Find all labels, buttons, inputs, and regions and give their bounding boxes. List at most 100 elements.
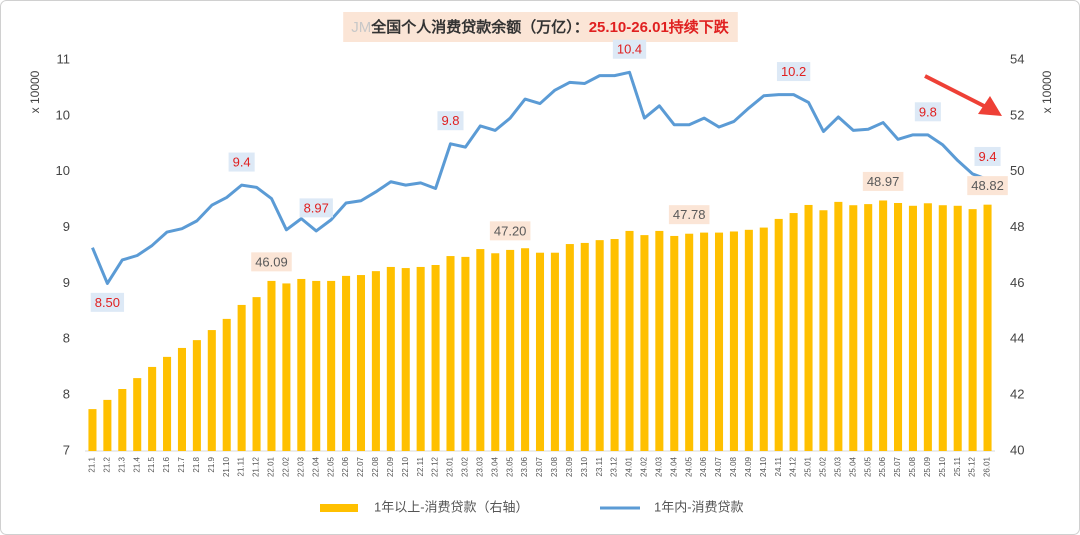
- x-tick-label: 22.01: [267, 456, 276, 477]
- bar: [670, 235, 679, 451]
- data-label-text: 9.4: [979, 149, 997, 164]
- bar: [804, 204, 813, 451]
- bar: [774, 218, 783, 451]
- data-label-box: [489, 221, 531, 241]
- bar: [923, 203, 932, 451]
- y2-tick-label: 48: [1010, 219, 1024, 234]
- data-label: 46.09: [251, 252, 292, 272]
- x-tick-label: 22.02: [282, 456, 291, 477]
- x-tick-label: 23.04: [490, 456, 499, 477]
- x-tick-label: 21.4: [132, 456, 141, 472]
- x-tick-label: 21.8: [192, 456, 201, 472]
- x-tick-label: 21.12: [252, 456, 261, 477]
- data-label-text: 9.4: [233, 155, 251, 170]
- bar: [908, 205, 917, 451]
- bar: [297, 278, 306, 451]
- data-label-box: [612, 39, 647, 59]
- y-tick-label: 9: [63, 219, 70, 234]
- y2-axis-title: x 10000: [1040, 70, 1054, 113]
- x-tick-label: 22.08: [371, 456, 380, 477]
- x-tick-label: 21.10: [222, 456, 231, 477]
- x-tick-label: 24.02: [640, 456, 649, 477]
- data-label: 47.78: [668, 205, 710, 225]
- data-label-text: 48.82: [971, 178, 1004, 193]
- bar: [133, 378, 142, 451]
- x-tick-label: 22.04: [311, 456, 320, 477]
- y-tick-label: 7: [63, 442, 70, 457]
- data-label-box: [437, 111, 464, 131]
- data-label-text: 10.2: [781, 64, 806, 79]
- bar: [163, 356, 172, 451]
- arrow-head: [978, 96, 1002, 116]
- chart-title: JM全国个人消费贷款余额（万亿）：25.10-26.01持续下跌: [351, 18, 730, 36]
- x-tick-label: 24.12: [789, 456, 798, 477]
- data-label: 8.97: [299, 198, 333, 218]
- y-tick-label: 9: [63, 275, 70, 290]
- bar: [759, 227, 768, 451]
- x-tick-label: 23.08: [550, 456, 559, 477]
- data-label: 47.20: [489, 221, 531, 241]
- y-tick-label: 11: [57, 51, 71, 66]
- x-tick-label: 23.10: [580, 456, 589, 477]
- x-tick-label: 23.01: [446, 456, 455, 477]
- x-tick-label: 25.04: [848, 456, 857, 477]
- data-label: 9.8: [437, 111, 464, 131]
- y2-tick-label: 52: [1010, 107, 1024, 122]
- x-tick-label: 24.01: [625, 456, 634, 477]
- bar: [401, 268, 410, 451]
- x-tick-label: 23.12: [610, 456, 619, 477]
- x-tick-label: 21.5: [147, 456, 156, 472]
- data-label-text: 47.20: [494, 223, 527, 238]
- legend-label: 1年内-消费贷款: [654, 499, 744, 514]
- bar: [267, 280, 276, 451]
- title-prefix: JM: [351, 19, 371, 36]
- data-label: 10.4: [612, 39, 647, 59]
- data-label-text: 9.8: [441, 113, 459, 128]
- x-tick-label: 21.6: [162, 456, 171, 472]
- x-tick-label: 23.02: [461, 456, 470, 477]
- bar: [252, 297, 261, 451]
- x-tick-label: 21.7: [177, 456, 186, 472]
- data-label: 48.82: [967, 176, 1008, 196]
- x-tick-label: 21.3: [117, 456, 126, 472]
- bar: [476, 249, 485, 451]
- bar: [386, 266, 395, 451]
- x-tick-label: 24.05: [684, 456, 693, 477]
- bar: [565, 244, 574, 451]
- x-tick-label: 25.11: [953, 456, 962, 476]
- data-label: 9.4: [228, 152, 255, 172]
- bar: [894, 202, 903, 451]
- x-tick-label: 22.05: [326, 456, 335, 477]
- title-main: 全国个人消费贷款余额（万亿）：: [370, 18, 589, 36]
- bar: [177, 347, 186, 451]
- data-label-box: [967, 176, 1008, 196]
- bar: [953, 205, 962, 451]
- bar: [446, 256, 455, 451]
- title-box: [343, 12, 738, 42]
- bar: [983, 204, 992, 451]
- x-tick-label: 22.11: [416, 456, 425, 476]
- x-tick-label: 25.02: [819, 456, 828, 477]
- data-label-text: 46.09: [255, 254, 288, 269]
- data-label-text: 10.4: [617, 42, 642, 57]
- bar: [744, 229, 753, 451]
- bar: [580, 242, 589, 451]
- y2-tick-label: 50: [1010, 163, 1024, 178]
- x-tick-label: 25.12: [968, 456, 977, 477]
- x-tick-label: 22.10: [401, 456, 410, 477]
- x-tick-label: 24.11: [774, 456, 783, 476]
- x-tick-label: 26.01: [983, 456, 992, 477]
- y2-tick-label: 54: [1010, 51, 1024, 66]
- data-label-box: [299, 198, 333, 218]
- bar: [312, 280, 321, 451]
- data-label-text: 47.78: [673, 207, 706, 222]
- data-label-box: [776, 62, 811, 82]
- x-tick-label: 25.08: [908, 456, 917, 477]
- x-tick-label: 25.01: [804, 456, 813, 477]
- bar: [506, 249, 515, 451]
- legend-swatch: [320, 504, 358, 512]
- bar: [610, 239, 619, 451]
- bar: [550, 252, 559, 451]
- bar: [222, 318, 231, 451]
